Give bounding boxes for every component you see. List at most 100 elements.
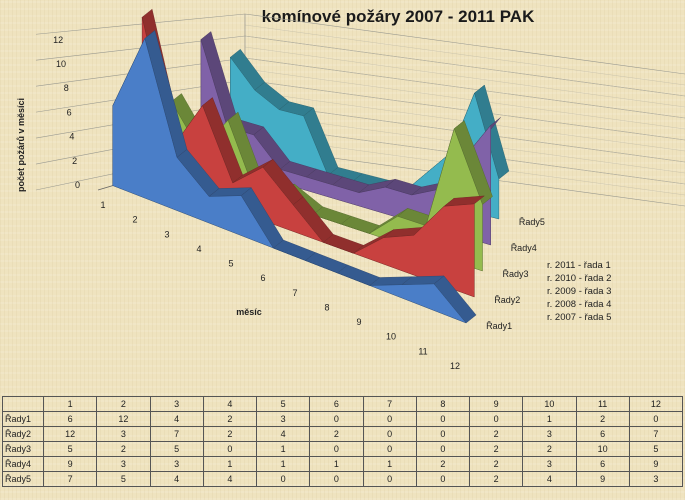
table-cell: 3 — [96, 456, 151, 472]
table-row: Řady2 12 3 7 2 4 2 0 0 2 3 6 7 — [2, 426, 684, 442]
table-cell: 5 — [628, 441, 684, 457]
legend-note: r. 2011 - řada 1 — [547, 260, 611, 271]
table-cell: 0 — [362, 426, 417, 442]
x-tick-label: 12 — [450, 361, 460, 371]
y-tick-label: 6 — [67, 107, 72, 117]
table-cell: 5 — [96, 471, 151, 487]
table-cell: 2 — [96, 441, 151, 457]
table-cell: 1 — [202, 456, 258, 472]
table-cell: 0 — [309, 471, 364, 487]
table-cell: 9 — [42, 456, 98, 472]
table-row: Řady1 6 12 4 2 3 0 0 0 0 1 2 0 — [2, 411, 684, 427]
table-cell: 2 — [575, 411, 630, 427]
table-cell: 12 — [96, 411, 151, 427]
table-cell: 2 — [468, 441, 524, 457]
table-cell: 4 — [149, 411, 204, 427]
x-tick-label: 6 — [260, 273, 265, 283]
table-cell: 5 — [149, 441, 204, 457]
x-tick-label: 10 — [386, 332, 396, 342]
table-cell: 2 — [468, 426, 524, 442]
depth-tick-label: Řady2 — [494, 295, 520, 305]
table-cell: 2 — [202, 411, 258, 427]
table-cell: 9 — [575, 471, 630, 487]
x-tick-label: 4 — [196, 244, 201, 254]
table-cell: 2 — [202, 426, 258, 442]
table-row-label: Řady2 — [2, 426, 44, 442]
table-row-label: Řady5 — [2, 471, 44, 487]
table-row-label: Řady3 — [2, 441, 44, 457]
table-cell: 10 — [575, 441, 630, 457]
table-cell: 0 — [362, 411, 417, 427]
depth-tick-label: Řady3 — [503, 269, 529, 279]
y-tick-label: 10 — [56, 59, 66, 69]
table-header-cell: 4 — [202, 396, 258, 412]
chart-series — [112, 8, 510, 324]
table-cell: 0 — [415, 471, 471, 487]
x-tick-label: 2 — [132, 215, 137, 225]
series-Řady1 — [112, 30, 477, 324]
table-header-cell: 11 — [575, 396, 630, 412]
table-cell: 2 — [415, 456, 471, 472]
table-cell: 12 — [42, 426, 98, 442]
series-area — [112, 37, 467, 324]
y-tick-label: 12 — [53, 35, 63, 45]
table-cell: 4 — [202, 471, 258, 487]
table-cell: 6 — [575, 456, 630, 472]
legend-note: r. 2010 - řada 2 — [547, 273, 611, 284]
table-cell: 0 — [468, 411, 524, 427]
y-tick-label: 0 — [75, 180, 80, 190]
table-header-cell: 6 — [309, 396, 364, 412]
table-header-cell: 2 — [96, 396, 151, 412]
table-header-row: 1 2 3 4 5 6 7 8 9 10 11 12 — [2, 396, 684, 412]
table-cell: 0 — [415, 441, 471, 457]
table-cell: 2 — [309, 426, 364, 442]
table-header-cell: 12 — [628, 396, 684, 412]
table-cell: 9 — [628, 456, 684, 472]
table-row: Řady3 5 2 5 0 1 0 0 0 2 2 10 5 — [2, 441, 684, 457]
chart-title: komínové požáry 2007 - 2011 PAK — [262, 7, 535, 26]
table-cell: 3 — [255, 411, 311, 427]
table-cell: 0 — [362, 471, 417, 487]
table-cell: 0 — [309, 411, 364, 427]
x-axis-label: měsíc — [236, 307, 262, 317]
table-cell: 5 — [42, 441, 98, 457]
table-cell: 1 — [522, 411, 577, 427]
table-cell: 1 — [362, 456, 417, 472]
table-cell: 3 — [96, 426, 151, 442]
table-header-cell: 9 — [468, 396, 524, 412]
depth-tick-label: Řady4 — [511, 243, 537, 253]
legend-note: r. 2007 - řada 5 — [547, 312, 611, 323]
table-cell: 7 — [42, 471, 98, 487]
table-cell: 7 — [628, 426, 684, 442]
table-cell: 3 — [522, 426, 577, 442]
table-row: Řady4 9 3 3 1 1 1 1 2 2 3 6 9 — [2, 456, 684, 472]
table-cell: 3 — [628, 471, 684, 487]
table-cell: 0 — [202, 441, 258, 457]
depth-tick-label: Řady5 — [519, 217, 545, 227]
table-cell: 4 — [522, 471, 577, 487]
table-cell: 2 — [468, 471, 524, 487]
table-cell: 3 — [522, 456, 577, 472]
table-header-cell: 7 — [362, 396, 417, 412]
table-row: Řady5 7 5 4 4 0 0 0 0 2 4 9 3 — [2, 471, 684, 487]
x-tick-label: 1 — [100, 200, 105, 210]
table-cell: 0 — [362, 441, 417, 457]
table-cell: 0 — [309, 441, 364, 457]
table-cell: 4 — [255, 426, 311, 442]
table-header-cell: 10 — [522, 396, 577, 412]
table-cell: 6 — [42, 411, 98, 427]
table-cell: 0 — [255, 471, 311, 487]
table-cell: 0 — [415, 411, 471, 427]
x-tick-label: 11 — [418, 346, 427, 356]
legend-note: r. 2009 - řada 3 — [547, 286, 611, 297]
table-cell: 2 — [468, 456, 524, 472]
y-tick-label: 2 — [72, 156, 77, 166]
table-cell: 0 — [628, 411, 684, 427]
depth-axis: Řady1 Řady2 Řady3 Řady4 Řady5 — [486, 217, 545, 331]
table-cell: 1 — [255, 456, 311, 472]
table-cell: 7 — [149, 426, 204, 442]
table-header-cell: 5 — [255, 396, 311, 412]
depth-tick-label: Řady1 — [486, 321, 512, 331]
table-corner-cell — [2, 396, 44, 412]
